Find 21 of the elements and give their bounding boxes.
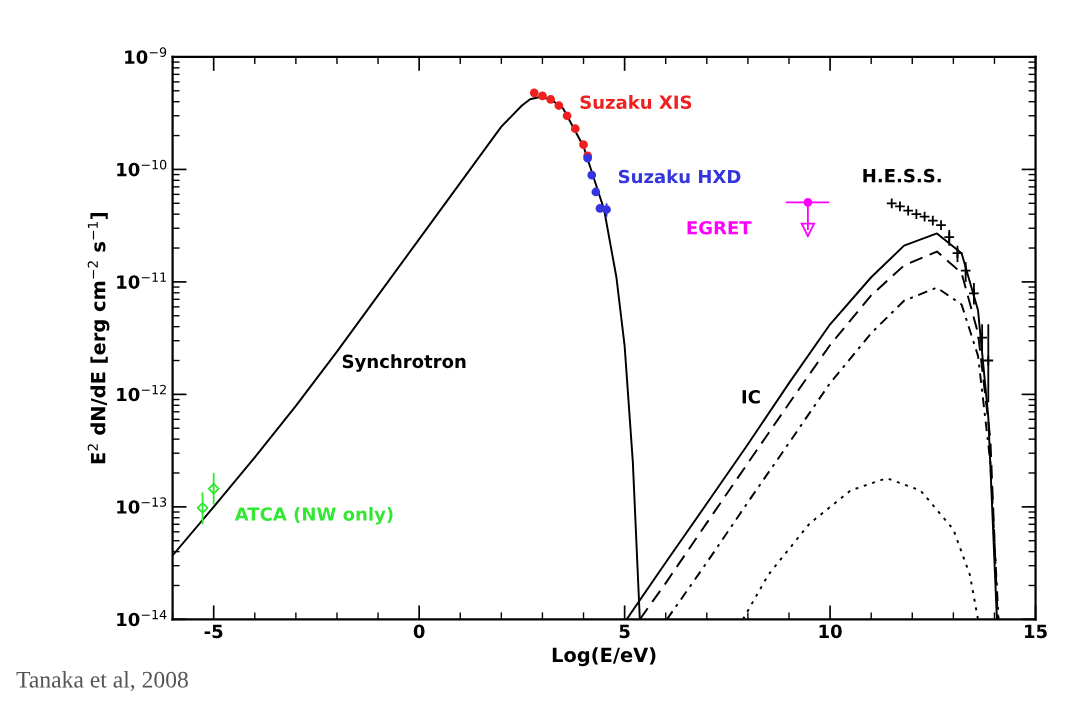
x-tick-label: 0 xyxy=(413,624,425,639)
x-tick-label: 5 xyxy=(619,624,630,639)
text: EGRET xyxy=(687,220,752,235)
x-tick-label: -5 xyxy=(204,624,223,639)
y-tick-label: 10$^{−9}$ xyxy=(125,47,167,64)
y-tick-label: 10$^{−12}$ xyxy=(117,384,166,402)
series-label: IC xyxy=(742,389,760,404)
series-label: Suzaku HXD xyxy=(618,169,741,184)
text: Tanaka et al, 2008 xyxy=(16,671,188,692)
series-label: Synchrotron xyxy=(342,354,466,372)
series-label: ATCA (NW only) xyxy=(234,506,393,525)
x-tick-label: 10 xyxy=(819,624,842,639)
y-tick-label: 10$^{−13}$ xyxy=(117,497,167,514)
series-label: Suzaku XIS xyxy=(580,95,692,110)
y-tick-label: 10$^{−14}$ xyxy=(117,609,167,627)
series-label: H.E.S.S. xyxy=(863,168,941,183)
x-axis-title: Log(E/eV) xyxy=(552,647,656,667)
y-axis-title: E$^{2}$ dN/dE [erg cm$^{−2}$ s$^{−1}$] xyxy=(87,213,110,464)
x-tick-label: 15 xyxy=(1025,624,1047,639)
y-tick-label: 10$^{−11}$ xyxy=(117,272,166,289)
y-tick-label: 10$^{−10}$ xyxy=(117,159,167,177)
